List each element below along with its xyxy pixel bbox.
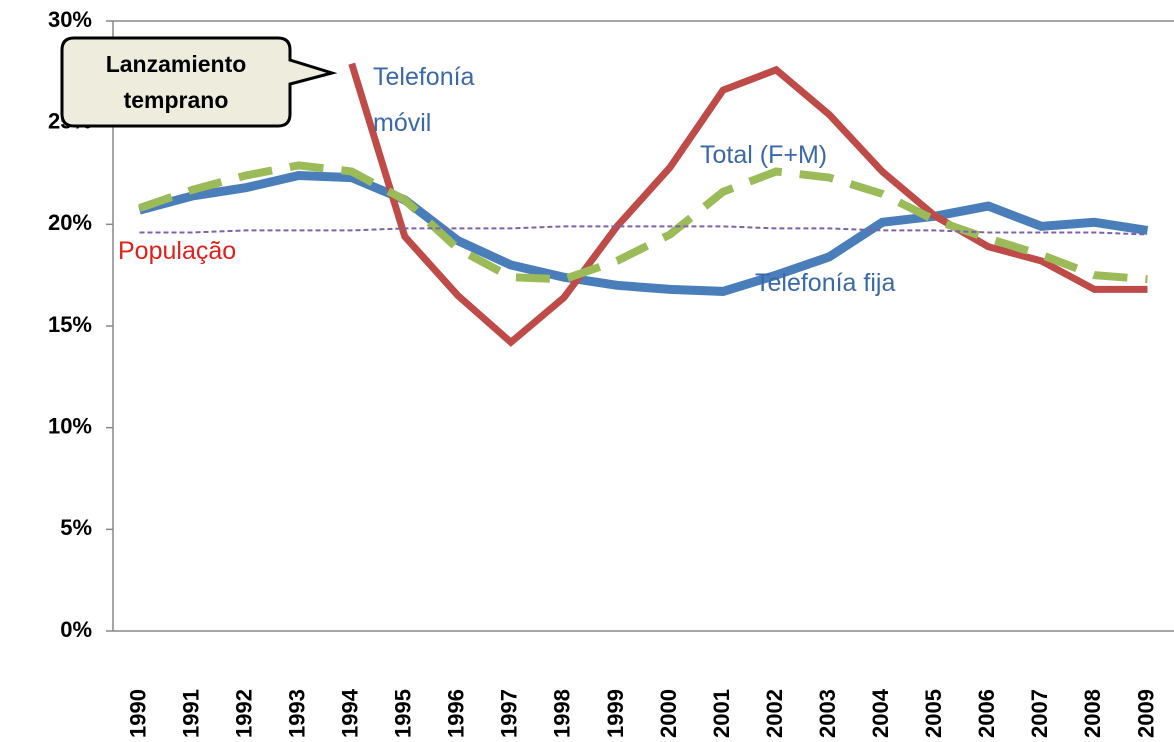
y-tick-label: 0% <box>60 617 92 642</box>
x-tick-label: 2003 <box>815 689 840 738</box>
series-line <box>138 171 1149 296</box>
x-tick-label: 1992 <box>231 689 256 738</box>
y-tick-label: 20% <box>48 210 92 235</box>
x-tick-label: 1993 <box>284 689 309 738</box>
x-tick-label: 2005 <box>921 689 946 738</box>
series-line <box>139 225 1148 236</box>
series-label: Telefonía móvil <box>373 63 475 137</box>
x-tick-label: 2008 <box>1080 689 1105 738</box>
y-tick-label: 10% <box>48 413 92 438</box>
x-tick-label: 1995 <box>391 689 416 738</box>
series-line <box>348 62 1148 347</box>
series-label: Telefonía fija <box>755 269 896 297</box>
y-tick-label: 30% <box>48 7 92 32</box>
x-tick-label: 2004 <box>868 688 893 738</box>
x-tick-label: 1994 <box>338 688 363 738</box>
callout <box>60 36 338 128</box>
series-line <box>138 161 1148 284</box>
x-tick-label: 1991 <box>178 689 203 738</box>
x-tick-label: 2007 <box>1027 689 1052 738</box>
x-tick-label: 1997 <box>497 689 522 738</box>
x-tick-label: 2009 <box>1133 689 1158 738</box>
x-tick-label: 1996 <box>444 689 469 738</box>
x-tick-label: 1998 <box>550 689 575 738</box>
x-tick-label: 2000 <box>656 689 681 738</box>
x-tick-label: 2006 <box>974 689 999 738</box>
x-tick-label: 2002 <box>762 689 787 738</box>
x-tick-label: 1999 <box>603 689 628 738</box>
series-label: Total (F+M) <box>700 141 828 169</box>
y-tick-label: 5% <box>60 515 92 540</box>
series-label: População <box>118 237 237 265</box>
y-tick-label: 15% <box>48 312 92 337</box>
x-tick-label: 2001 <box>709 689 734 738</box>
annotation: Lanzamiento temprano <box>105 51 247 113</box>
x-tick-label: 1990 <box>125 689 150 738</box>
